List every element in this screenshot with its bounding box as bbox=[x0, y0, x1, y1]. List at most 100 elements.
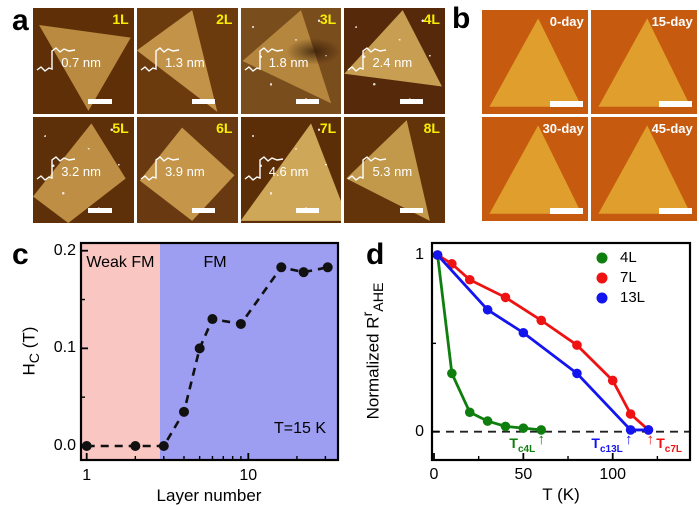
scale-bar bbox=[192, 208, 216, 214]
layer-number-label: 6L bbox=[216, 120, 233, 137]
height-profile-trace bbox=[347, 155, 387, 181]
series-4L-line bbox=[436, 254, 542, 432]
scale-bar bbox=[192, 99, 216, 105]
series-4L-point bbox=[518, 423, 529, 433]
hc-data-point bbox=[276, 262, 287, 273]
series-4L-point bbox=[464, 407, 475, 418]
panel-d-plot bbox=[430, 241, 692, 462]
tc-arrow: ↑ bbox=[625, 431, 633, 448]
series-4L-point bbox=[482, 416, 493, 426]
panel-d-chart: 4L 7L 13L 0 50 100 0 1 T (K) Normalized RrAHE ↑ Tc4… bbox=[360, 230, 699, 505]
y-axis-title: HC (T) bbox=[19, 326, 44, 376]
thickness-label: 1.8 nm bbox=[268, 54, 309, 70]
series-13L-point bbox=[518, 327, 529, 338]
x-axis-title: T (K) bbox=[542, 485, 580, 504]
afm-image-7L: 4.6 nm 7L bbox=[240, 117, 342, 223]
height-profile-trace bbox=[36, 155, 76, 181]
series-13L-point bbox=[625, 425, 636, 435]
hc-data-point bbox=[130, 441, 141, 451]
thickness-label: 0.7 nm bbox=[61, 54, 101, 70]
y-tick-label: 0 bbox=[415, 422, 424, 440]
panel-c-plot bbox=[79, 241, 340, 462]
layer-number-label: 4L bbox=[423, 11, 440, 28]
layer-number-label: 1L bbox=[112, 11, 129, 28]
series-7L-point bbox=[607, 375, 618, 386]
temperature-annotation: T=15 K bbox=[273, 420, 327, 438]
region-weak-fm bbox=[80, 243, 160, 460]
series-13L-point bbox=[482, 304, 493, 315]
tc-annotation: Tc13L bbox=[591, 435, 623, 455]
afm-image-4L: 2.4 nm 4L bbox=[344, 8, 445, 114]
layer-number-label: 5L bbox=[112, 120, 129, 137]
y-tick-label: 0.1 bbox=[53, 339, 76, 357]
day-label: 30-day bbox=[542, 121, 584, 137]
afm-image-5L: 3.2 nm 5L bbox=[33, 117, 134, 223]
scale-bar bbox=[295, 208, 320, 214]
thickness-label: 5.3 nm bbox=[372, 163, 413, 179]
x-tick-label: 0 bbox=[429, 466, 439, 483]
hc-data-point bbox=[178, 406, 189, 417]
series-7L-point bbox=[572, 340, 582, 350]
afm-image-8L: 5.3 nm 8L bbox=[344, 117, 445, 223]
scale-bar bbox=[88, 208, 112, 214]
panel-a-label: a bbox=[12, 4, 29, 37]
scale-bar bbox=[88, 99, 112, 105]
series-13L-point bbox=[572, 368, 582, 379]
scale-bar bbox=[295, 99, 320, 105]
aged-image-45-day: 45-day bbox=[591, 117, 697, 221]
scale-bar bbox=[549, 100, 583, 107]
afm-image-1L: 0.7 nm 1L bbox=[33, 8, 134, 114]
scale-bar bbox=[658, 100, 692, 107]
height-profile-trace bbox=[244, 155, 283, 181]
panel-d-label: d bbox=[366, 238, 385, 271]
series-7L-point bbox=[625, 409, 636, 419]
y-tick-label: 0.0 bbox=[53, 437, 76, 455]
x-tick-label: 1 bbox=[82, 467, 92, 484]
series-7L-point bbox=[500, 292, 511, 303]
y-tick-label: 0.2 bbox=[53, 241, 76, 259]
series-13L-point bbox=[643, 425, 654, 435]
series-4L-point bbox=[447, 368, 457, 379]
hc-data-line bbox=[86, 265, 328, 448]
tc-annotation: Tc7L bbox=[656, 435, 683, 455]
series-7L-point bbox=[536, 315, 547, 326]
thickness-label: 4.6 nm bbox=[268, 163, 309, 179]
layer-number-label: 3L bbox=[319, 11, 337, 28]
height-profile-trace bbox=[36, 46, 76, 72]
legend-marker-4L bbox=[596, 252, 608, 264]
legend-marker-13L bbox=[596, 292, 608, 304]
x-tick-label: 50 bbox=[514, 466, 533, 483]
scale-bar bbox=[549, 207, 583, 214]
hc-data-point bbox=[81, 441, 92, 451]
thickness-label: 2.4 nm bbox=[372, 54, 413, 70]
tc-arrow: ↑ bbox=[537, 431, 545, 448]
layer-number-label: 7L bbox=[319, 120, 337, 137]
height-profile-trace bbox=[347, 46, 387, 72]
series-7L-point bbox=[464, 274, 475, 285]
hc-data-point bbox=[298, 267, 309, 278]
hc-data-point bbox=[235, 318, 246, 329]
aged-image-15-day: 15-day bbox=[591, 10, 697, 114]
aged-image-30-day: 30-day bbox=[482, 117, 588, 221]
plot-frame bbox=[430, 241, 692, 462]
layer-number-label: 8L bbox=[423, 120, 440, 137]
afm-image-3L: 1.8 nm 3L bbox=[240, 8, 342, 114]
y-axis-title: Normalized RrAHE bbox=[360, 282, 388, 420]
thickness-label: 3.2 nm bbox=[61, 163, 101, 179]
series-4L-point bbox=[500, 421, 511, 432]
y-tick-label: 1 bbox=[415, 246, 424, 264]
legend-label-13L: 13L bbox=[620, 288, 646, 306]
region-fm bbox=[159, 243, 339, 460]
x-tick-label: 100 bbox=[599, 466, 627, 483]
panel-b-label: b bbox=[452, 2, 471, 35]
x-axis-title: Layer number bbox=[156, 486, 262, 505]
hc-data-point bbox=[194, 343, 205, 354]
legend-label-7L: 7L bbox=[620, 268, 637, 286]
panel-b-grid: 0-day 15-day 30-day 45-day bbox=[482, 10, 697, 221]
day-label: 45-day bbox=[651, 121, 693, 137]
series-4L-point bbox=[536, 425, 547, 435]
tc-annotation: Tc4L bbox=[509, 435, 536, 455]
layer-number-label: 2L bbox=[216, 11, 233, 28]
day-label: 15-day bbox=[651, 14, 693, 30]
